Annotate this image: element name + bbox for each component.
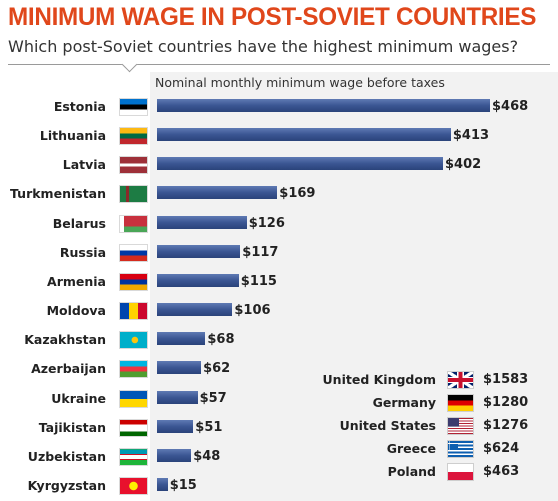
value-label: $126 bbox=[248, 215, 285, 231]
comparison-country-label: United States bbox=[339, 418, 436, 433]
bar bbox=[157, 215, 247, 229]
category-label: Kyrgyzstan bbox=[27, 477, 106, 493]
comparison-row-poland: Poland $463 bbox=[300, 461, 558, 483]
comparison-row-united-states: United States $1276 bbox=[300, 415, 558, 437]
bar bbox=[157, 477, 168, 491]
russia-flag-icon bbox=[120, 244, 147, 261]
uk-flag-icon bbox=[448, 372, 473, 388]
category-label: Uzbekistan bbox=[27, 448, 106, 464]
poland-flag-icon bbox=[448, 464, 473, 480]
comparison-value-label: $624 bbox=[483, 441, 520, 456]
comparison-country-label: United Kingdom bbox=[322, 372, 436, 387]
comparison-row-united-kingdom: United Kingdom $1583 bbox=[300, 369, 558, 391]
armenia-flag-icon bbox=[120, 273, 147, 290]
value-label: $115 bbox=[240, 273, 277, 289]
bar-row-russia: Russia $117 bbox=[0, 243, 558, 263]
bar-row-tajikistan: Tajikistan $51 bbox=[0, 418, 558, 438]
bar-row-ukraine: Ukraine $57 bbox=[0, 389, 558, 409]
lithuania-flag-icon bbox=[120, 128, 147, 145]
bar bbox=[157, 128, 451, 142]
category-label: Azerbaijan bbox=[31, 361, 106, 377]
value-label: $402 bbox=[445, 157, 482, 173]
bar-row-moldova: Moldova $106 bbox=[0, 301, 558, 321]
bar-row-armenia: Armenia $115 bbox=[0, 272, 558, 292]
azerbaijan-flag-icon bbox=[120, 361, 147, 378]
chart-title: MINIMUM WAGE IN POST-SOVIET COUNTRIES bbox=[8, 3, 537, 31]
bar bbox=[157, 99, 490, 112]
bar bbox=[157, 390, 198, 404]
x-axis-label: Nominal monthly minimum wage before taxe… bbox=[155, 75, 445, 90]
value-label: $51 bbox=[195, 419, 223, 435]
bar-row-kyrgyzstan: Kyrgyzstan $15 bbox=[0, 476, 558, 496]
category-label: Russia bbox=[59, 244, 106, 260]
divider-pointer bbox=[121, 56, 138, 73]
chart-subtitle: Which post-Soviet countries have the hig… bbox=[8, 37, 519, 56]
value-label: $62 bbox=[203, 361, 231, 377]
value-label: $15 bbox=[169, 477, 197, 493]
bar-row-turkmenistan: Turkmenistan $169 bbox=[0, 184, 558, 204]
moldova-flag-icon bbox=[120, 303, 147, 319]
kyrgyzstan-flag-icon bbox=[120, 477, 147, 494]
bar-row-latvia: Latvia $402 bbox=[0, 155, 558, 175]
bar bbox=[157, 244, 241, 258]
category-label: Latvia bbox=[62, 157, 106, 173]
bar bbox=[157, 448, 192, 462]
value-label: $48 bbox=[193, 448, 221, 464]
bar-row-kazakhstan: Kazakhstan $68 bbox=[0, 330, 558, 350]
bar bbox=[157, 157, 443, 171]
comparison-row-greece: Greece $624 bbox=[300, 438, 558, 460]
value-label: $413 bbox=[452, 128, 490, 144]
value-label: $106 bbox=[234, 303, 271, 318]
comparison-country-label: Greece bbox=[386, 441, 436, 456]
bar bbox=[157, 303, 233, 316]
bar-row-estonia: Estonia $468 bbox=[0, 97, 558, 117]
value-label: $117 bbox=[242, 244, 279, 260]
category-label: Tajikistan bbox=[38, 419, 106, 435]
bar bbox=[157, 361, 202, 375]
category-label: Moldova bbox=[46, 303, 106, 318]
category-label: Belarus bbox=[52, 215, 106, 231]
tajikistan-flag-icon bbox=[120, 419, 147, 436]
estonia-flag-icon bbox=[120, 99, 147, 115]
bar bbox=[157, 332, 206, 346]
bar bbox=[157, 419, 194, 433]
bar-row-lithuania: Lithuania $413 bbox=[0, 126, 558, 146]
greece-flag-icon bbox=[448, 441, 473, 457]
category-label: Lithuania bbox=[39, 128, 106, 144]
comparison-country-label: Poland bbox=[387, 464, 436, 479]
turkmenistan-flag-icon bbox=[120, 186, 147, 203]
germany-flag-icon bbox=[448, 395, 473, 411]
kazakhstan-flag-icon bbox=[120, 332, 147, 349]
comparison-value-label: $1583 bbox=[483, 372, 529, 387]
value-label: $468 bbox=[492, 99, 529, 114]
comparison-value-label: $1280 bbox=[483, 395, 529, 410]
value-label: $169 bbox=[279, 186, 316, 202]
comparison-value-label: $1276 bbox=[483, 418, 529, 433]
category-label: Estonia bbox=[53, 99, 106, 114]
value-label: $68 bbox=[207, 332, 235, 348]
usa-flag-icon bbox=[448, 418, 473, 434]
bar-row-uzbekistan: Uzbekistan $48 bbox=[0, 447, 558, 467]
comparison-value-label: $463 bbox=[483, 464, 520, 479]
belarus-flag-icon bbox=[120, 215, 147, 232]
latvia-flag-icon bbox=[120, 157, 147, 174]
bar bbox=[157, 186, 278, 200]
bar bbox=[157, 273, 239, 287]
header-divider bbox=[8, 64, 550, 65]
comparison-country-label: Germany bbox=[372, 395, 436, 410]
category-label: Turkmenistan bbox=[10, 186, 106, 202]
bar-row-belarus: Belarus $126 bbox=[0, 214, 558, 234]
comparison-row-germany: Germany $1280 bbox=[300, 392, 558, 414]
category-label: Kazakhstan bbox=[24, 332, 106, 348]
value-label: $57 bbox=[199, 390, 227, 406]
bar-row-azerbaijan: Azerbaijan $62 bbox=[0, 359, 558, 379]
category-label: Armenia bbox=[47, 273, 106, 289]
ukraine-flag-icon bbox=[120, 390, 147, 407]
uzbekistan-flag-icon bbox=[120, 448, 147, 465]
category-label: Ukraine bbox=[51, 390, 106, 406]
